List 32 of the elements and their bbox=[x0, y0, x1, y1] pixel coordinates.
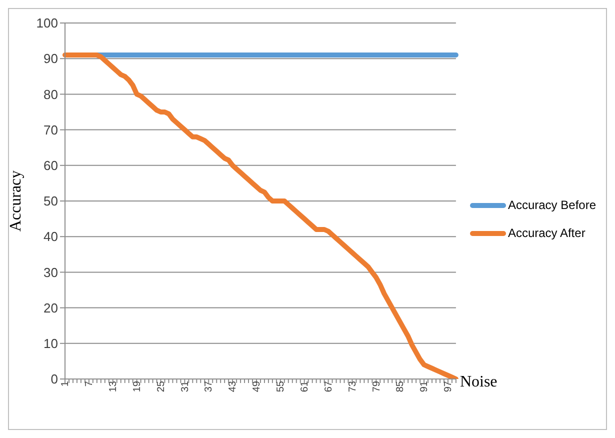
x-tick-label: 79 bbox=[371, 380, 382, 392]
x-tick-label: 13 bbox=[108, 380, 119, 392]
y-tick-label: 0 bbox=[50, 372, 58, 387]
x-tick-label: 43 bbox=[228, 380, 239, 392]
x-tick-label: 7 bbox=[84, 380, 96, 387]
y-tick-label: 10 bbox=[44, 336, 58, 352]
x-tick-label: 73 bbox=[347, 380, 358, 392]
x-tick-label: 37 bbox=[204, 380, 215, 392]
legend-label: Accuracy After bbox=[508, 226, 586, 240]
y-tick-label: 60 bbox=[44, 158, 58, 174]
y-tick-label: 80 bbox=[44, 86, 58, 102]
x-tick-label: 55 bbox=[276, 380, 287, 392]
x-tick-label: 49 bbox=[252, 380, 263, 392]
x-tick-label: 19 bbox=[132, 380, 143, 392]
x-tick-label: 97 bbox=[443, 380, 454, 392]
y-tick-label: 70 bbox=[44, 122, 58, 138]
x-tick-label: 91 bbox=[419, 380, 430, 392]
x-tick-label: 61 bbox=[299, 380, 310, 392]
y-tick-label: 40 bbox=[44, 229, 58, 244]
y-axis-title: Accuracy bbox=[8, 170, 25, 232]
x-axis-title: Noise bbox=[460, 374, 498, 391]
y-tick-label: 50 bbox=[44, 194, 58, 209]
y-tick-label: 90 bbox=[44, 51, 58, 66]
y-tick-label: 30 bbox=[44, 264, 58, 280]
y-tick-label: 100 bbox=[36, 16, 58, 31]
legend-label: Accuracy Before bbox=[508, 198, 596, 212]
x-tick-label: 25 bbox=[156, 380, 167, 392]
y-tick-label: 20 bbox=[44, 300, 58, 316]
x-tick-label: 85 bbox=[395, 380, 406, 392]
x-tick-label: 67 bbox=[323, 380, 334, 392]
x-tick-label: 1 bbox=[60, 380, 72, 387]
x-tick-label: 31 bbox=[180, 380, 191, 392]
